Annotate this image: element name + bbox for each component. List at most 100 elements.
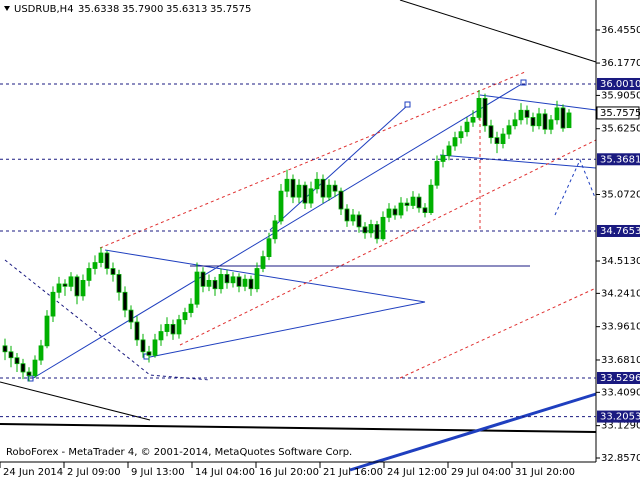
candle-body — [158, 331, 164, 341]
candle-body — [566, 112, 572, 129]
candle-body — [362, 226, 368, 234]
candle-body — [224, 274, 230, 284]
candle-body — [62, 283, 68, 287]
candle-body — [398, 202, 404, 216]
channel-line — [179, 139, 597, 346]
candle-body — [182, 312, 188, 321]
header: USDRUB,H4 35.6338 35.7900 35.6313 35.757… — [4, 4, 251, 15]
candle-body — [518, 109, 524, 121]
candle-body — [446, 145, 452, 156]
x-tick-label: 2 Jul 09:00 — [67, 467, 121, 478]
candle-body — [122, 291, 128, 311]
header-high: 35.7900 — [122, 4, 163, 15]
trend-line — [349, 392, 597, 472]
candle-body — [56, 283, 62, 293]
candle-body — [410, 196, 416, 206]
candle-body — [26, 371, 32, 376]
x-tick-label: 16 Jul 20:00 — [259, 467, 319, 478]
candle-body — [20, 363, 26, 373]
candle-body — [542, 113, 548, 130]
candle-body — [464, 121, 470, 133]
y-tick-label: 33.4090 — [601, 387, 640, 398]
candle-body — [230, 276, 236, 284]
candle-body — [392, 208, 398, 216]
candle-body — [104, 252, 110, 269]
candle-body — [320, 178, 326, 198]
candle-body — [32, 359, 38, 376]
trend-line — [269, 104, 409, 231]
current-price-box — [596, 106, 640, 120]
candle-body — [338, 190, 344, 210]
candle-body — [272, 220, 278, 240]
candle-body — [308, 188, 314, 204]
x-tick-label: 29 Jul 04:00 — [451, 467, 511, 478]
anchor-point — [27, 375, 34, 382]
trend-line — [0, 423, 597, 433]
candle-body — [476, 97, 482, 118]
candle-body — [278, 190, 284, 222]
candle-body — [80, 279, 86, 297]
candle-body — [494, 137, 500, 144]
candle-body — [140, 339, 146, 353]
candle-body — [302, 184, 308, 204]
trend-line — [0, 381, 151, 421]
header-close: 35.7575 — [210, 4, 251, 15]
level-label: 36.0010 — [600, 79, 640, 90]
candle-body — [548, 119, 554, 130]
level-label-box — [597, 410, 640, 423]
candle-body — [470, 117, 476, 123]
candle-body — [458, 131, 464, 139]
candle-body — [194, 271, 200, 305]
level-label-box — [597, 224, 640, 237]
candle-body — [242, 278, 248, 287]
candle-body — [254, 268, 260, 290]
level-label: 33.5296 — [600, 373, 640, 384]
anchor-point — [404, 101, 411, 108]
candle-body — [434, 161, 440, 186]
candle-body — [386, 208, 392, 218]
candle-body — [536, 113, 542, 127]
candle-body — [404, 202, 410, 206]
candle-body — [116, 274, 122, 293]
candle-body — [200, 271, 206, 287]
candle-body — [236, 276, 242, 287]
candle-body — [44, 315, 50, 347]
candle-body — [344, 208, 350, 222]
trend-line — [479, 94, 597, 111]
candle-body — [512, 119, 518, 127]
candle-body — [98, 252, 104, 263]
candle-body — [332, 184, 338, 192]
candle-body — [2, 345, 8, 353]
candle-body — [176, 319, 182, 335]
trend-line — [144, 301, 426, 359]
candle-body — [368, 224, 374, 234]
y-tick-label: 33.1290 — [601, 421, 640, 432]
candle-body — [188, 303, 194, 313]
y-tick-label: 34.2410 — [601, 288, 640, 299]
y-tick-label: 33.6810 — [601, 355, 640, 366]
candle-body — [452, 137, 458, 147]
candle-body — [422, 207, 428, 213]
candle-body — [290, 178, 296, 198]
candle-body — [314, 178, 320, 190]
candle-body — [524, 109, 530, 118]
candle-body — [506, 125, 512, 135]
candle-body — [164, 324, 170, 332]
x-tick-label: 24 Jun 2014 — [3, 467, 63, 478]
candle-body — [38, 345, 44, 361]
candle-body — [284, 178, 290, 192]
x-tick-label: 14 Jul 04:00 — [195, 467, 255, 478]
candle-body — [128, 309, 134, 323]
candle-body — [266, 238, 272, 258]
x-tick-label: 31 Jul 20:00 — [515, 467, 575, 478]
y-tick-label: 36.4550 — [601, 25, 640, 36]
trend-line — [439, 154, 597, 169]
candle-body — [170, 324, 176, 335]
candle-body — [68, 276, 74, 287]
candle-body — [440, 155, 446, 162]
projection-line — [554, 158, 597, 216]
candle-body — [380, 216, 386, 240]
candle-body — [560, 107, 566, 129]
level-label-box — [597, 77, 640, 90]
